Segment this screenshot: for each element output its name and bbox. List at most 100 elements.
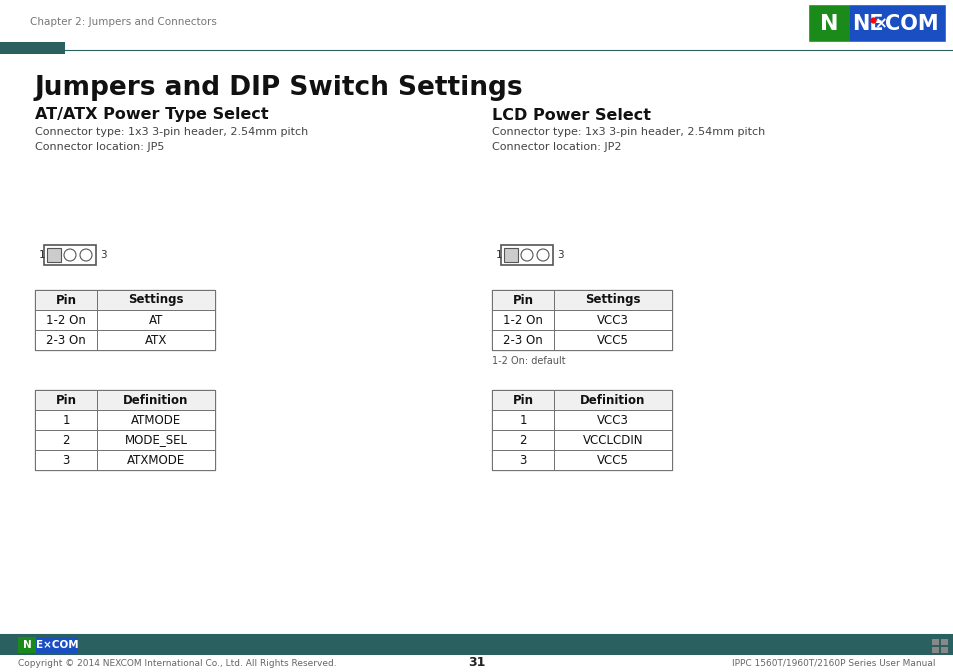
- Text: Connector type: 1x3 3-pin header, 2.54mm pitch: Connector type: 1x3 3-pin header, 2.54mm…: [492, 127, 764, 137]
- Text: Connector location: JP2: Connector location: JP2: [492, 142, 620, 152]
- Bar: [35, 290, 214, 350]
- Bar: [554, 330, 671, 350]
- Bar: [492, 430, 554, 450]
- Bar: [35, 330, 97, 350]
- Text: Connector location: JP5: Connector location: JP5: [35, 142, 164, 152]
- Bar: [492, 290, 671, 350]
- Bar: [97, 450, 214, 470]
- Bar: [554, 390, 671, 410]
- Text: AT/ATX Power Type Select: AT/ATX Power Type Select: [35, 108, 269, 122]
- Bar: [97, 430, 214, 450]
- Bar: [35, 450, 97, 470]
- Text: ATMODE: ATMODE: [131, 413, 181, 427]
- Text: NE: NE: [851, 14, 882, 34]
- Text: VCC5: VCC5: [597, 333, 628, 347]
- Text: VCC3: VCC3: [597, 314, 628, 327]
- Bar: [931, 639, 938, 645]
- Text: VCC3: VCC3: [597, 413, 628, 427]
- Text: ATXMODE: ATXMODE: [127, 454, 185, 466]
- Text: 31: 31: [468, 657, 485, 669]
- Text: ATX: ATX: [145, 333, 167, 347]
- Text: Settings: Settings: [584, 294, 640, 306]
- Bar: [492, 390, 671, 470]
- Text: IPPC 1560T/1960T/2160P Series User Manual: IPPC 1560T/1960T/2160P Series User Manua…: [732, 659, 935, 667]
- Bar: [492, 330, 554, 350]
- Text: Copyright © 2014 NEXCOM International Co., Ltd. All Rights Reserved.: Copyright © 2014 NEXCOM International Co…: [18, 659, 336, 667]
- Text: 1: 1: [38, 250, 45, 260]
- Text: Chapter 2: Jumpers and Connectors: Chapter 2: Jumpers and Connectors: [30, 17, 216, 27]
- Bar: [500, 245, 553, 265]
- Bar: [0, 42, 65, 54]
- Text: 1-2 On: 1-2 On: [46, 314, 86, 327]
- Text: Pin: Pin: [512, 394, 533, 407]
- Bar: [0, 635, 953, 655]
- Bar: [554, 430, 671, 450]
- Text: 1-2 On: default: 1-2 On: default: [492, 356, 565, 366]
- Text: N: N: [819, 14, 838, 34]
- Bar: [503, 248, 517, 262]
- Text: 1: 1: [495, 250, 501, 260]
- Bar: [931, 647, 938, 653]
- Text: Pin: Pin: [55, 394, 76, 407]
- Bar: [18, 637, 36, 653]
- Bar: [807, 4, 945, 42]
- Bar: [36, 637, 78, 653]
- Text: MODE_SEL: MODE_SEL: [125, 433, 188, 446]
- Text: COM: COM: [884, 14, 938, 34]
- Text: Connector type: 1x3 3-pin header, 2.54mm pitch: Connector type: 1x3 3-pin header, 2.54mm…: [35, 127, 308, 137]
- Text: VCCLCDIN: VCCLCDIN: [582, 433, 642, 446]
- Bar: [554, 410, 671, 430]
- Text: ×: ×: [873, 17, 886, 32]
- Bar: [97, 390, 214, 410]
- Text: 3: 3: [62, 454, 70, 466]
- Text: 2-3 On: 2-3 On: [46, 333, 86, 347]
- Bar: [35, 290, 97, 310]
- Bar: [44, 245, 96, 265]
- Text: AT: AT: [149, 314, 163, 327]
- Bar: [97, 330, 214, 350]
- Text: 3: 3: [557, 250, 563, 260]
- Bar: [492, 450, 554, 470]
- Circle shape: [537, 249, 548, 261]
- Text: E×COM: E×COM: [35, 640, 78, 650]
- Bar: [807, 4, 945, 42]
- Text: 1: 1: [518, 413, 526, 427]
- Text: VCC5: VCC5: [597, 454, 628, 466]
- Text: 3: 3: [100, 250, 107, 260]
- Text: Definition: Definition: [123, 394, 189, 407]
- Text: Pin: Pin: [512, 294, 533, 306]
- Text: 1-2 On: 1-2 On: [502, 314, 542, 327]
- Circle shape: [64, 249, 76, 261]
- Text: 1: 1: [62, 413, 70, 427]
- Text: 3: 3: [518, 454, 526, 466]
- Bar: [35, 430, 97, 450]
- Text: 2: 2: [518, 433, 526, 446]
- Text: 2: 2: [62, 433, 70, 446]
- Bar: [97, 290, 214, 310]
- Circle shape: [520, 249, 533, 261]
- Bar: [940, 639, 947, 645]
- Text: Jumpers and DIP Switch Settings: Jumpers and DIP Switch Settings: [35, 75, 523, 101]
- Bar: [492, 390, 554, 410]
- Bar: [35, 410, 97, 430]
- Bar: [554, 450, 671, 470]
- Text: 2-3 On: 2-3 On: [502, 333, 542, 347]
- Bar: [35, 310, 97, 330]
- Text: Settings: Settings: [128, 294, 184, 306]
- Bar: [807, 4, 849, 42]
- Bar: [492, 410, 554, 430]
- Bar: [97, 410, 214, 430]
- Text: Definition: Definition: [579, 394, 645, 407]
- Bar: [492, 290, 554, 310]
- Bar: [940, 647, 947, 653]
- Text: LCD Power Select: LCD Power Select: [492, 108, 650, 122]
- Bar: [492, 310, 554, 330]
- Bar: [35, 390, 97, 410]
- Bar: [35, 390, 214, 470]
- Bar: [554, 310, 671, 330]
- Circle shape: [80, 249, 91, 261]
- Text: N: N: [23, 640, 31, 650]
- Bar: [97, 310, 214, 330]
- Bar: [47, 248, 61, 262]
- Text: Pin: Pin: [55, 294, 76, 306]
